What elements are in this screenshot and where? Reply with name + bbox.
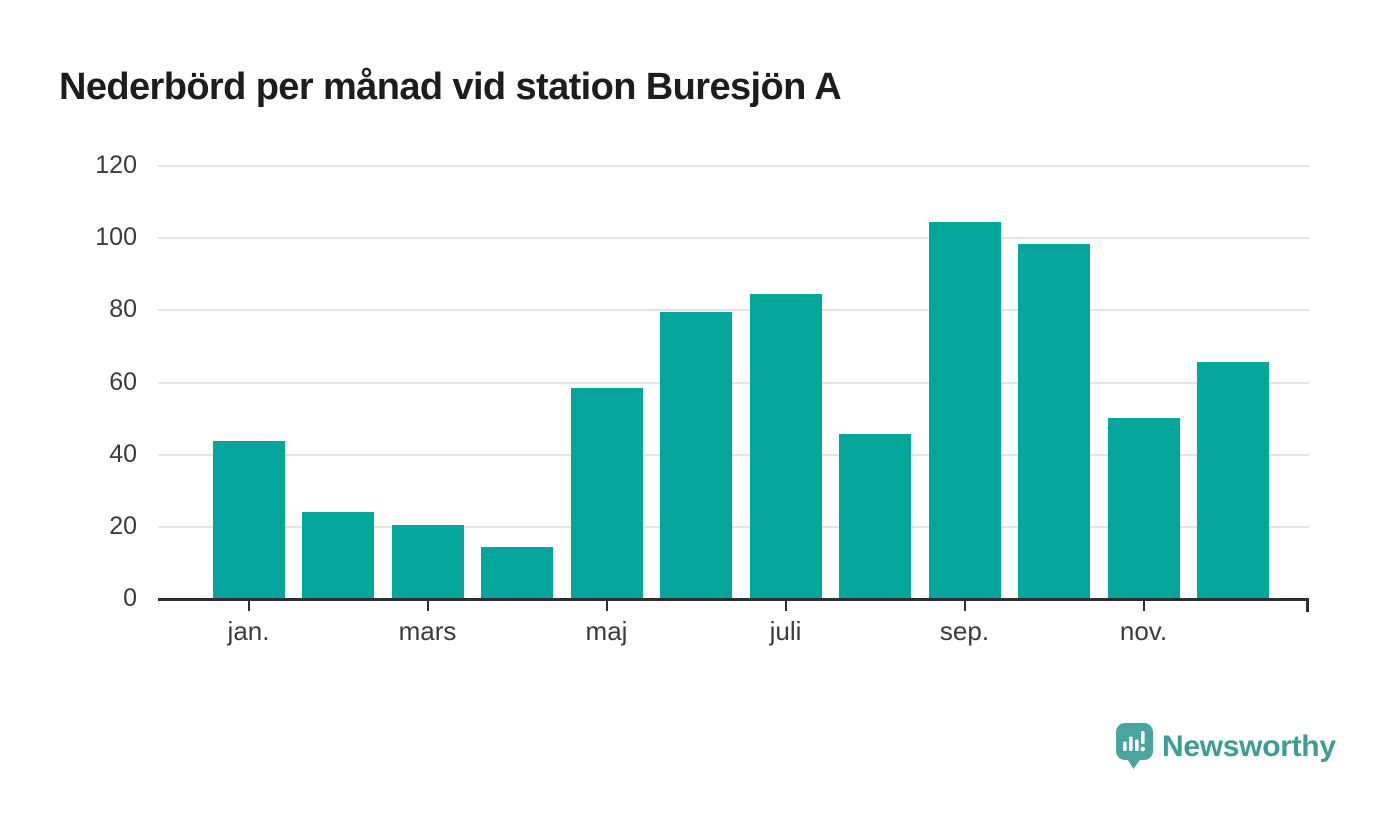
x-tick-label: nov. <box>1119 616 1168 646</box>
x-axis-tick <box>247 600 250 611</box>
x-tick-label: sep. <box>939 616 990 646</box>
newsworthy-logo-icon <box>1116 723 1153 769</box>
x-tick-label: mars <box>398 616 457 646</box>
gridline-y-40 <box>158 453 1309 456</box>
y-tick-label: 40 <box>109 439 137 468</box>
gridline-y-60 <box>158 381 1309 384</box>
y-tick-label: 20 <box>109 511 137 540</box>
bar-month-9 <box>928 222 1001 599</box>
x-axis-tick <box>784 600 787 611</box>
y-tick-label: 0 <box>123 583 137 612</box>
x-axis-tick <box>963 600 966 611</box>
bar-month-6 <box>660 312 732 599</box>
newsworthy-logo-text: Newsworthy <box>1162 729 1336 763</box>
y-tick-label: 60 <box>109 367 137 396</box>
bar-month-5 <box>570 388 643 599</box>
bar-month-11 <box>1107 418 1180 599</box>
y-tick-label: 120 <box>95 150 137 179</box>
gridline-y-80 <box>158 309 1309 312</box>
x-axis-tick <box>605 600 608 611</box>
x-axis-tick <box>426 600 429 611</box>
bar-month-10 <box>1018 244 1090 599</box>
gridline-y-120 <box>158 165 1309 167</box>
chart-title: Nederbörd per månad vid station Buresjön… <box>59 66 842 108</box>
bar-month-4 <box>481 547 553 599</box>
y-tick-label: 100 <box>95 223 137 252</box>
x-axis-tick <box>1142 600 1145 611</box>
bar-month-1 <box>212 441 285 599</box>
x-tick-label: maj <box>585 616 628 646</box>
x-tick-label: juli <box>769 616 802 646</box>
y-tick-label: 80 <box>109 295 137 324</box>
gridline-y-20 <box>158 525 1309 528</box>
bar-month-7 <box>749 294 822 599</box>
bar-month-12 <box>1197 362 1269 599</box>
bar-month-2 <box>302 512 374 599</box>
bar-month-3 <box>391 525 464 599</box>
x-axis-line <box>158 598 1309 601</box>
newsworthy-logo: Newsworthy <box>1116 723 1336 770</box>
plot-area: 0 20 40 60 80 100 120 jan. mars maj juli sep. nov. <box>95 151 1309 646</box>
bar-chart-glyph <box>1123 731 1146 752</box>
gridline-y-100 <box>158 237 1309 240</box>
x-tick-label: jan. <box>227 616 270 646</box>
speech-bubble-shape <box>1116 723 1153 769</box>
bar-month-8 <box>839 434 911 599</box>
x-axis-end-tick <box>1306 598 1309 612</box>
